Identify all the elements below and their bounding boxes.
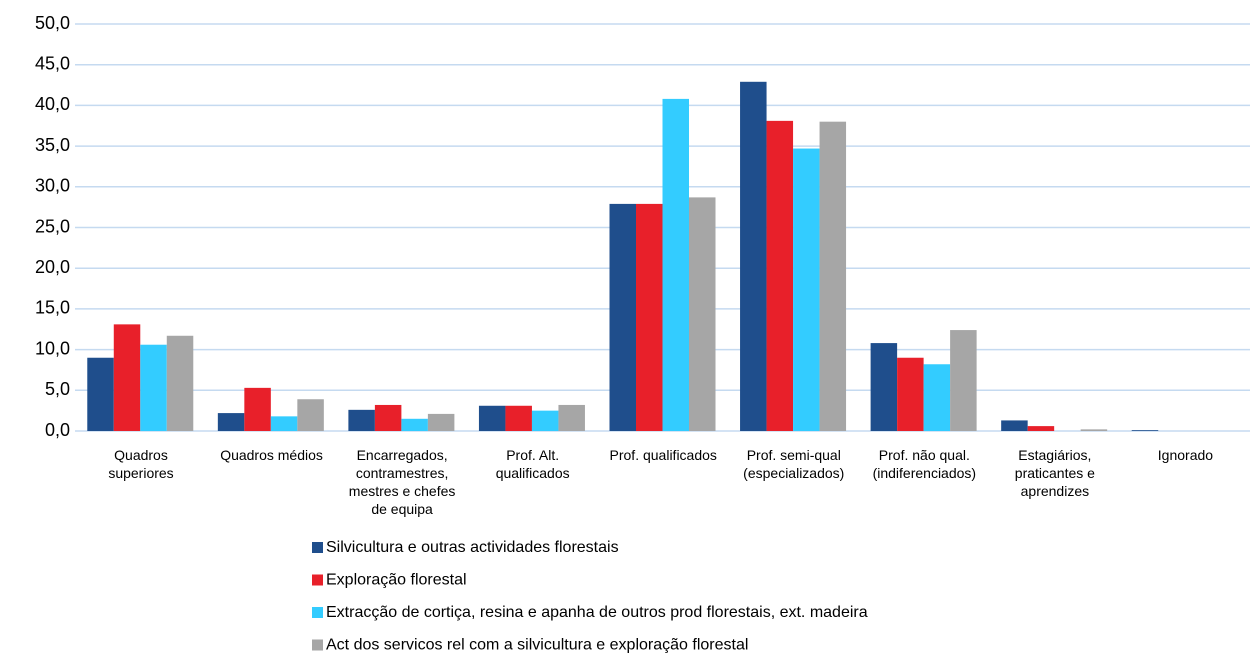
y-tick-label: 50,0 <box>35 13 70 33</box>
x-tick-label: Prof. Alt. qualificados <box>495 447 570 481</box>
bar <box>87 357 114 431</box>
legend-swatch <box>312 542 323 553</box>
y-tick-label: 40,0 <box>35 94 70 114</box>
bar <box>793 148 820 432</box>
x-tick-label: Ignorado <box>1157 447 1214 463</box>
bar <box>897 357 924 431</box>
bar <box>401 418 428 431</box>
bar <box>1131 430 1159 431</box>
y-tick-label: 25,0 <box>35 216 70 236</box>
legend-label: Act dos servicos rel com a silvicultura … <box>326 637 748 654</box>
bar <box>427 413 455 431</box>
bar <box>1080 429 1108 431</box>
bar <box>217 413 245 431</box>
bar <box>950 330 977 431</box>
y-tick-label: 45,0 <box>35 53 70 73</box>
bar <box>374 404 402 431</box>
bar <box>1027 426 1055 431</box>
y-tick-label: 0,0 <box>45 420 70 440</box>
y-tick-label: 10,0 <box>35 338 70 358</box>
bar <box>348 409 375 431</box>
x-tick-label: Quadros superiores <box>108 447 174 481</box>
bar <box>819 121 847 432</box>
x-tick-label: Encarregados, contramestres, mestres e c… <box>348 447 456 517</box>
bar <box>270 416 298 431</box>
bar <box>1001 420 1028 431</box>
x-tick-label: Prof. qualificados <box>609 447 717 463</box>
bar <box>766 120 794 431</box>
y-tick-label: 5,0 <box>45 379 70 399</box>
y-tick-label: 15,0 <box>35 298 70 318</box>
legend-label: Exploração florestal <box>326 572 467 589</box>
bar <box>636 203 663 431</box>
bar <box>740 81 767 431</box>
legend-swatch <box>312 639 323 651</box>
bar <box>113 324 141 431</box>
legend-swatch <box>312 574 323 586</box>
bar <box>244 387 271 431</box>
bar <box>870 343 898 431</box>
legend-label: Extracção de cortiça, resina e apanha de… <box>326 604 868 621</box>
bar <box>609 203 636 431</box>
bar <box>140 344 167 431</box>
y-tick-label: 20,0 <box>35 257 70 277</box>
bar <box>662 98 689 431</box>
legend-swatch <box>312 607 323 618</box>
bar <box>531 410 559 431</box>
y-tick-label: 30,0 <box>35 176 70 196</box>
x-tick-label: Prof. semi-qual (especializados) <box>743 447 845 481</box>
bar <box>297 399 324 431</box>
bar <box>558 404 585 431</box>
y-tick-label: 35,0 <box>35 135 70 155</box>
x-tick-label: Quadros médios <box>220 447 323 463</box>
x-tick-label: Estagiários, praticantes e aprendizes <box>1014 447 1095 499</box>
x-tick-label: Prof. não qual. (indiferenciados) <box>872 447 977 481</box>
bar <box>166 335 194 431</box>
bar <box>923 364 951 431</box>
legend-label: Silvicultura e outras actividades flores… <box>326 539 619 556</box>
bar <box>505 405 532 431</box>
bar <box>478 405 506 431</box>
bar <box>689 197 716 431</box>
